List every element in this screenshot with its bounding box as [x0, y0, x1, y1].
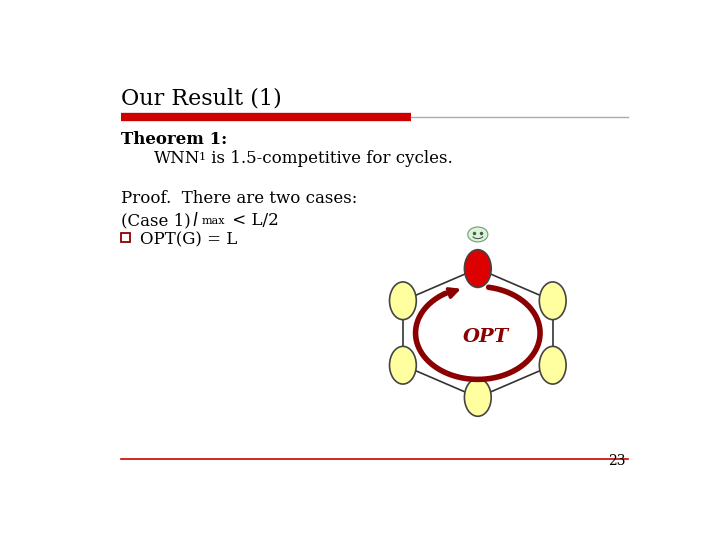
Text: 1: 1 — [199, 152, 206, 161]
Text: < L/2: < L/2 — [227, 212, 279, 230]
Ellipse shape — [464, 249, 491, 287]
Text: is 1.5-competitive for cycles.: is 1.5-competitive for cycles. — [206, 150, 453, 167]
Ellipse shape — [390, 346, 416, 384]
Ellipse shape — [390, 282, 416, 320]
Text: Our Result (1): Our Result (1) — [121, 87, 282, 110]
Text: OPT: OPT — [463, 328, 509, 346]
Ellipse shape — [464, 379, 491, 416]
Ellipse shape — [539, 282, 566, 320]
Text: Proof.  There are two cases:: Proof. There are two cases: — [121, 190, 357, 206]
Text: WNN: WNN — [154, 150, 201, 167]
Text: (Case 1): (Case 1) — [121, 212, 201, 230]
Circle shape — [468, 227, 488, 242]
Text: 23: 23 — [608, 454, 626, 468]
Text: $\it{l}$: $\it{l}$ — [192, 212, 199, 231]
Bar — [121, 233, 130, 241]
Text: Theorem 1:: Theorem 1: — [121, 131, 227, 148]
Text: max: max — [202, 216, 225, 226]
Text: OPT(G) = L: OPT(G) = L — [140, 231, 238, 248]
Ellipse shape — [539, 346, 566, 384]
